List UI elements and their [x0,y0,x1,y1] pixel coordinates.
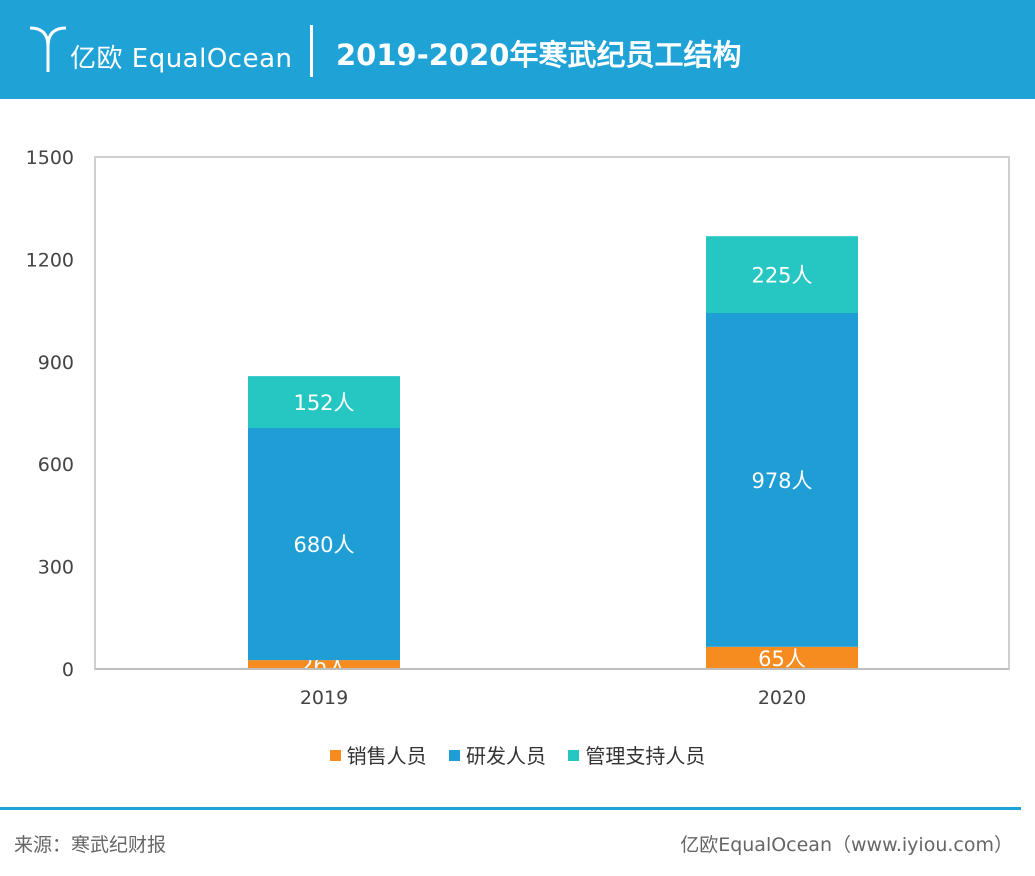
y-tick-label: 1500 [26,147,74,169]
data-label-sales-2020: 65人 [758,647,806,671]
y-axis-ticks: 0 300 600 900 1200 1500 [26,147,74,681]
footer-divider [0,807,1021,810]
legend-swatch-mgmt [568,750,580,761]
bar-rd-2020 [706,312,858,647]
legend-swatch-sales [329,750,341,761]
data-label-mgmt-2019: 152人 [293,391,354,415]
header-divider [310,25,313,77]
x-tick-label: 2019 [300,687,348,709]
footer-brand: 亿欧EqualOcean（www.iyiou.com） [680,834,1013,856]
legend-swatch-rd [449,750,460,761]
brand-name: 亿欧 EqualOcean [70,44,293,74]
bar-mgmt-2020 [706,236,858,313]
y-tick-label: 1200 [26,249,74,271]
y-tick-label: 0 [62,659,74,681]
legend: 销售人员 研发人员 管理支持人员 [0,740,1035,769]
x-tick-label: 2020 [758,687,806,709]
legend-label-sales: 销售人员 [346,744,427,768]
y-tick-label: 300 [38,557,74,579]
bar-sales-2020 [706,646,858,669]
bar-mgmt-2019 [248,376,400,429]
equalocean-logo-icon [29,26,67,72]
legend-label-rd: 研发人员 [466,744,546,768]
x-axis-ticks: 2019 2020 [300,687,806,709]
legend-label-mgmt: 管理支持人员 [585,744,706,768]
data-label-rd-2019: 680人 [293,533,354,557]
page-title: 2019-2020年寒武纪员工结构 [336,38,742,72]
legend-item-mgmt: 管理支持人员 [568,740,705,769]
y-tick-label: 600 [38,454,74,476]
legend-item-rd: 研发人员 [449,740,546,769]
bar-rd-2019 [248,428,400,661]
y-tick-label: 900 [38,352,74,374]
source-note: 来源：寒武纪财报 [14,834,167,856]
plot-frame [94,156,1010,670]
legend-item-sales: 销售人员 [329,740,427,769]
bar-sales-2019 [248,660,400,669]
header-bar: 亿欧 EqualOcean 2019-2020年寒武纪员工结构 [0,0,1035,99]
data-label-rd-2020: 978人 [751,469,812,493]
data-label-mgmt-2020: 225人 [751,264,812,288]
